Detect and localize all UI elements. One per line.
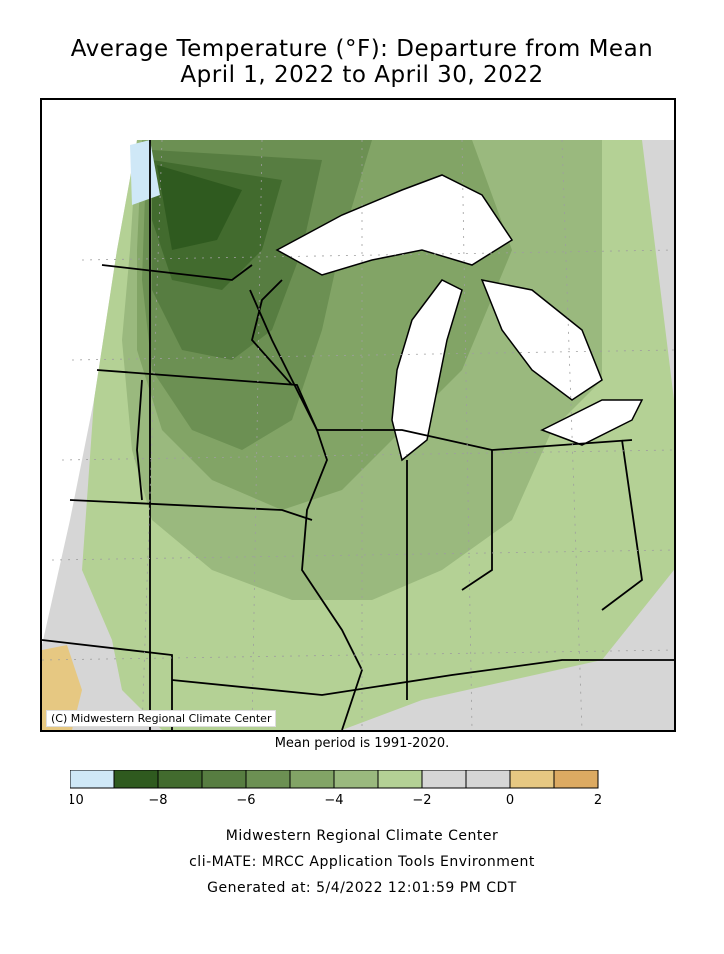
legend-tick-label: 2 xyxy=(594,793,602,808)
map-region-plus-1 xyxy=(42,645,82,730)
footer-application: cli-MATE: MRCC Application Tools Environ… xyxy=(189,854,535,870)
legend-swatch xyxy=(553,769,599,789)
lake-michigan xyxy=(391,279,463,462)
lake-superior xyxy=(275,174,514,276)
legend-swatch xyxy=(377,769,423,789)
legend-tick-label: −6 xyxy=(236,793,255,808)
legend-swatch xyxy=(509,769,555,789)
map-title-line-2: April 1, 2022 to April 30, 2022 xyxy=(180,62,544,88)
legend-swatch xyxy=(333,769,379,789)
footer-generated-time: Generated at: 5/4/2022 12:01:59 PM CDT xyxy=(207,880,517,896)
legend-swatch xyxy=(157,769,203,789)
color-legend: −10 −8 −6 −4 −2 0 2 xyxy=(56,769,660,824)
state-boundaries xyxy=(42,140,674,730)
lake-huron xyxy=(480,278,603,401)
legend-scale: −10 −8 −6 −4 −2 0 2 xyxy=(56,769,602,808)
legend-swatch xyxy=(201,769,247,789)
legend-swatch xyxy=(465,769,511,789)
legend-tick-label: −2 xyxy=(412,793,431,808)
legend-swatch xyxy=(289,769,335,789)
map-region-minus-10 xyxy=(130,140,160,205)
legend-tick-label: −8 xyxy=(148,793,167,808)
legend-tick-label: −4 xyxy=(324,793,343,808)
footer-organization: Midwestern Regional Climate Center xyxy=(225,828,499,844)
legend-swatch xyxy=(113,769,159,789)
legend-swatch xyxy=(245,769,291,789)
graticule xyxy=(42,139,674,730)
lake-erie xyxy=(540,399,644,446)
mean-period-note: Mean period is 1991-2020. xyxy=(274,736,450,751)
legend-tick-label: 0 xyxy=(506,793,514,808)
map-frame: (C) Midwestern Regional Climate Center xyxy=(40,98,676,732)
legend-swatch xyxy=(421,769,467,789)
map-title-line-1: Average Temperature (°F): Departure from… xyxy=(70,36,654,62)
temperature-departure-map xyxy=(42,139,674,730)
legend-tick-label: −10 xyxy=(70,793,84,808)
map-credit: (C) Midwestern Regional Climate Center xyxy=(46,710,277,727)
legend-swatch xyxy=(69,769,115,789)
map-region-minus-8 xyxy=(157,165,242,250)
